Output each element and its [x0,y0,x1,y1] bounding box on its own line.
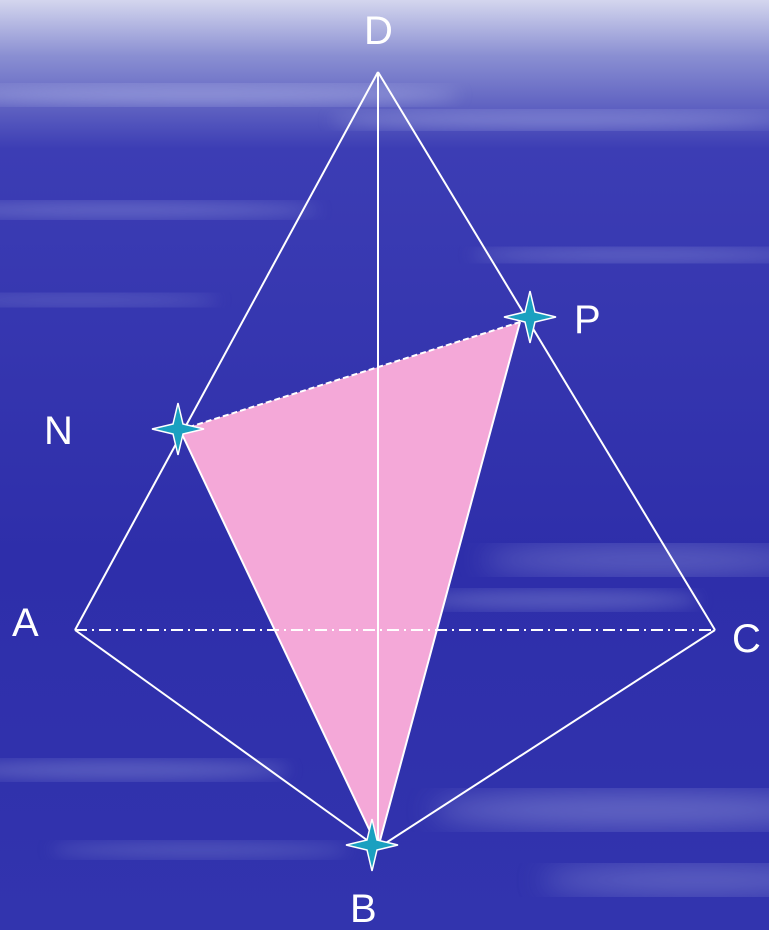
label-b: B [350,887,377,930]
edge-dc [377,71,716,631]
edge-cb [377,629,716,849]
edge-nb [179,429,379,849]
star-marker-n [151,402,205,456]
label-d: D [364,9,393,53]
tetrahedron-edges [74,71,716,849]
section-triangle-npb [180,322,520,848]
edge-pb [377,321,521,849]
four-point-star-icon [503,290,557,344]
label-a: A [12,601,39,645]
edge-da [74,71,379,631]
section-edges [179,321,521,849]
label-n: N [44,409,73,453]
edge-np [179,321,521,431]
four-point-star-icon [151,402,205,456]
star-marker-b [345,818,399,872]
star-marker-p [503,290,557,344]
cloud-streaks [0,85,769,894]
edge-ab [74,629,379,849]
label-p: P [574,298,601,342]
four-point-star-icon [345,818,399,872]
label-c: C [732,617,761,661]
